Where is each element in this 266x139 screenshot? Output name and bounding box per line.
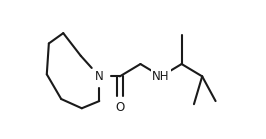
Text: NH: NH bbox=[152, 70, 170, 83]
Text: O: O bbox=[115, 101, 124, 114]
Text: N: N bbox=[95, 70, 104, 83]
